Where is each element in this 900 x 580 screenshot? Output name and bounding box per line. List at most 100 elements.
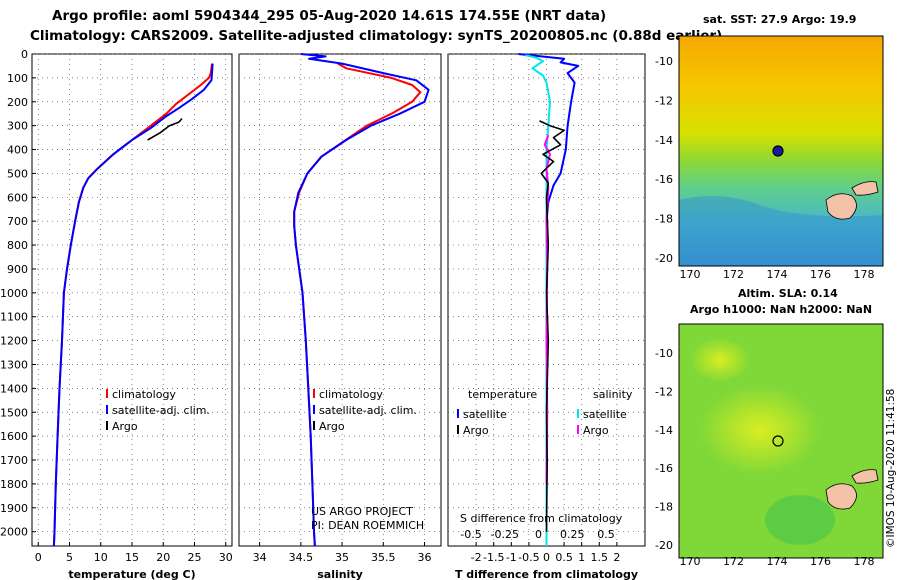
sla-map-title-1: Altim. SLA: 0.14 <box>738 287 838 300</box>
depth-tick-label: 1400 <box>0 382 28 395</box>
differences-xlabel: T difference from climatology <box>455 568 638 580</box>
temperature-xtick-label: 15 <box>125 551 139 564</box>
depth-tick-label: 1500 <box>0 406 28 419</box>
salinity-legend-label: satellite-adj. clim. <box>319 404 417 417</box>
map-lon-label: 176 <box>810 268 831 281</box>
title-line-2: Climatology: CARS2009. Satellite-adjuste… <box>30 28 722 44</box>
depth-tick-label: 1100 <box>0 311 28 324</box>
differences-legend-heading: temperature <box>468 388 537 401</box>
sst-lon-ticks: 170 172 174 176 178 <box>680 268 875 281</box>
title-line-1: Argo profile: aoml 5904344_295 05-Aug-20… <box>52 8 606 24</box>
differences-top-tick-label: 0.5 <box>597 528 615 541</box>
differences-xtick-label: -2 <box>471 551 482 564</box>
sla-lon-ticks: 170 172 174 176 178 <box>680 555 875 568</box>
map-lat-label: -10 <box>655 347 673 360</box>
differences-legend-label: satellite <box>463 408 507 421</box>
temperature-xtick-label: 20 <box>156 551 170 564</box>
depth-tick-label: 1700 <box>0 454 28 467</box>
map-lon-label: 178 <box>854 555 875 568</box>
panel-salinity: 34 34.5 35 35.5 36 salinity climatology satelli… <box>238 53 442 580</box>
differences-xtick-label: 1 <box>578 551 585 564</box>
differences-legend-label: satellite <box>583 408 627 421</box>
salinity-xtick-label: 34 <box>253 551 267 564</box>
differences-series-temperature-argo <box>539 120 565 532</box>
sla-map: Altim. SLA: 0.14 Argo h1000: NaN h2000: … <box>655 287 884 568</box>
salinity-legend-label: climatology <box>319 388 383 401</box>
temperature-legend-label: satellite-adj. clim. <box>112 404 210 417</box>
temperature-xtick-label: 10 <box>94 551 108 564</box>
salinity-xtick-label: 34.5 <box>289 551 314 564</box>
differences-legend-heading: salinity <box>593 388 633 401</box>
depth-tick-label: 200 <box>7 96 28 109</box>
differences-xtick-label: -1 <box>506 551 517 564</box>
depth-tick-label: 1600 <box>0 430 28 443</box>
depth-tick-label: 900 <box>7 263 28 276</box>
sla-fiji-island-north <box>851 469 879 484</box>
salinity-xtick-label: 35.5 <box>371 551 396 564</box>
salinity-annotation: US ARGO PROJECT <box>311 505 413 518</box>
temperature-xtick-label: 25 <box>188 551 202 564</box>
temperature-legend-label: climatology <box>112 388 176 401</box>
sla-lat-ticks: -10 -12 -14 -16 -18 -20 <box>655 347 673 552</box>
sla-high-region-north <box>690 338 750 382</box>
depth-tick-label: 400 <box>7 144 28 157</box>
salinity-xtick-label: 36 <box>418 551 432 564</box>
sst-map-frame <box>678 35 884 267</box>
differences-top-axis-label: S difference from climatology <box>460 512 623 525</box>
sst-lat-ticks: -10 -12 -14 -16 -18 -20 <box>655 55 673 265</box>
map-lon-label: 170 <box>680 268 701 281</box>
sla-map-frame <box>678 323 884 559</box>
differences-xtick-label: -0.5 <box>518 551 539 564</box>
depth-tick-label: 100 <box>7 72 28 85</box>
sla-map-title-2: Argo h1000: NaN h2000: NaN <box>690 303 872 316</box>
map-lat-label: -14 <box>655 134 673 147</box>
sst-map-title: sat. SST: 27.9 Argo: 19.9 <box>703 13 856 26</box>
differences-xtick-label: 1.5 <box>591 551 609 564</box>
temperature-xtick-label: 5 <box>66 551 73 564</box>
map-lon-label: 178 <box>854 268 875 281</box>
sla-low-region <box>765 495 835 545</box>
differences-top-tick-label: 0 <box>535 528 542 541</box>
salinity-annotation: PI: DEAN ROEMMICH <box>311 519 424 532</box>
differences-xtick-label: 0.5 <box>555 551 573 564</box>
map-lat-label: -10 <box>655 55 673 68</box>
depth-tick-label: 500 <box>7 167 28 180</box>
depth-tick-label: 700 <box>7 215 28 228</box>
depth-tick-label: 1800 <box>0 478 28 491</box>
sla-argo-marker <box>772 435 784 447</box>
depth-tick-label: 0 <box>21 48 28 61</box>
sst-argo-marker <box>772 145 784 157</box>
salinity-xtick-label: 35 <box>335 551 349 564</box>
map-lon-label: 176 <box>810 555 831 568</box>
temperature-xtick-label: 0 <box>35 551 42 564</box>
map-lat-label: -16 <box>655 173 673 186</box>
sst-map: sat. SST: 27.9 Argo: 19.9 -10-12-14-16-1… <box>655 13 884 281</box>
depth-tick-label: 1000 <box>0 287 28 300</box>
temperature-series-argo <box>147 117 183 141</box>
depth-tick-label: 2000 <box>0 526 28 539</box>
temperature-grid <box>32 53 232 546</box>
imos-credit: ©IMOS 10-Aug-2020 11:41:58 <box>885 389 897 548</box>
depth-tick-label: 600 <box>7 191 28 204</box>
temperature-xtick-label: 30 <box>219 551 233 564</box>
salinity-xlabel: salinity <box>317 568 363 580</box>
depth-tick-label: 1900 <box>0 502 28 515</box>
depth-tick-label: 1300 <box>0 358 28 371</box>
map-lat-label: -18 <box>655 213 673 226</box>
salinity-legend-label: Argo <box>319 420 345 433</box>
depth-tick-label: 300 <box>7 120 28 133</box>
differences-legend-label: Argo <box>463 424 489 437</box>
differences-xtick-label: -1.5 <box>483 551 504 564</box>
map-lon-label: 170 <box>680 555 701 568</box>
sst-fiji-island <box>825 193 857 220</box>
sst-cool-region <box>679 196 883 266</box>
depth-axis: 0 100 200 300 400 500 600 700 800 900 1000 1100 1200… <box>0 48 36 539</box>
sst-fiji-island-north <box>851 181 879 196</box>
differences-top-tick-label: -0.5 <box>460 528 481 541</box>
map-lat-label: -18 <box>655 501 673 514</box>
depth-tick-label: 800 <box>7 239 28 252</box>
salinity-frame <box>238 53 442 547</box>
depth-tick-label: 1200 <box>0 335 28 348</box>
